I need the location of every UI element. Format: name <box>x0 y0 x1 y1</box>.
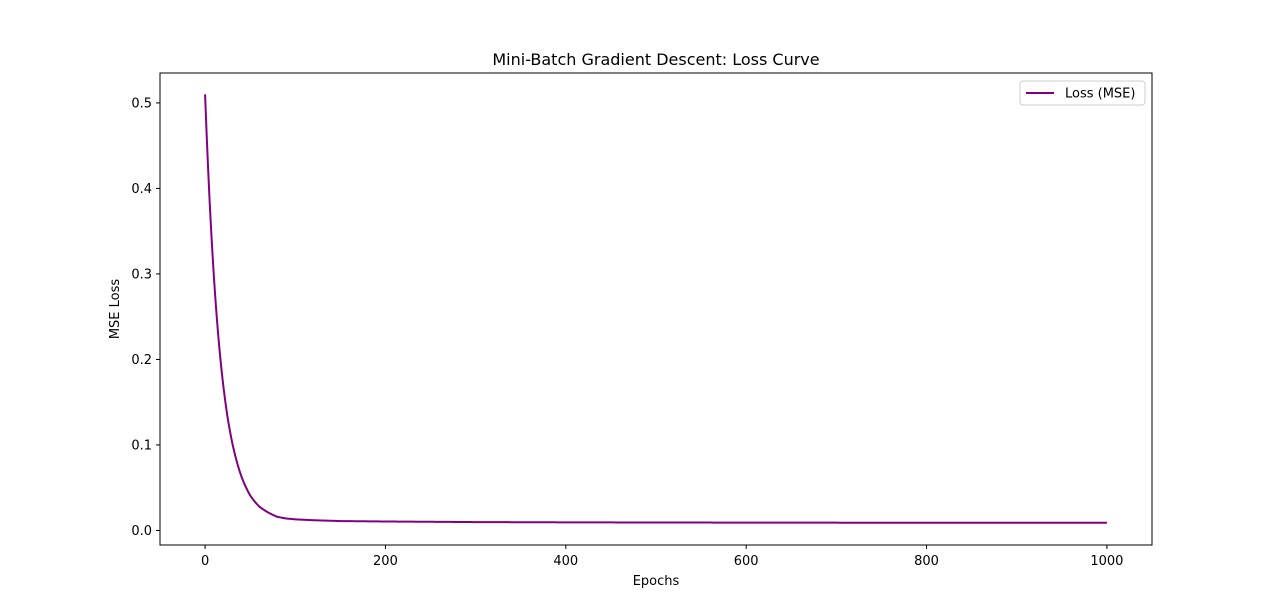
y-tick-label: 0.1 <box>131 438 152 453</box>
x-tick-label: 1000 <box>1090 554 1123 569</box>
y-tick-label: 0.4 <box>131 182 152 197</box>
y-tick-label: 0.5 <box>131 96 152 111</box>
legend: Loss (MSE) <box>1019 80 1146 106</box>
plot-area <box>204 94 1108 524</box>
y-tick-label: 0.0 <box>131 524 152 539</box>
y-axis-label: MSE Loss <box>108 279 123 340</box>
x-axis: 0 200 400 600 800 1000 <box>201 545 1123 569</box>
legend-label: Loss (MSE) <box>1065 87 1135 102</box>
x-tick-label: 600 <box>734 554 759 569</box>
x-tick-label: 0 <box>201 554 209 569</box>
x-tick-label: 800 <box>914 554 939 569</box>
plot-frame <box>159 72 1153 546</box>
loss-series-line <box>204 94 1108 524</box>
x-axis-label: Epochs <box>633 574 680 589</box>
x-tick-label: 200 <box>373 554 398 569</box>
y-axis: 0.0 0.1 0.2 0.3 0.4 0.5 <box>131 96 160 539</box>
y-tick-label: 0.3 <box>131 267 152 282</box>
y-tick-label: 0.2 <box>131 353 152 368</box>
chart-title: Mini-Batch Gradient Descent: Loss Curve <box>492 50 819 69</box>
legend-box <box>1019 80 1146 106</box>
x-tick-label: 400 <box>553 554 578 569</box>
